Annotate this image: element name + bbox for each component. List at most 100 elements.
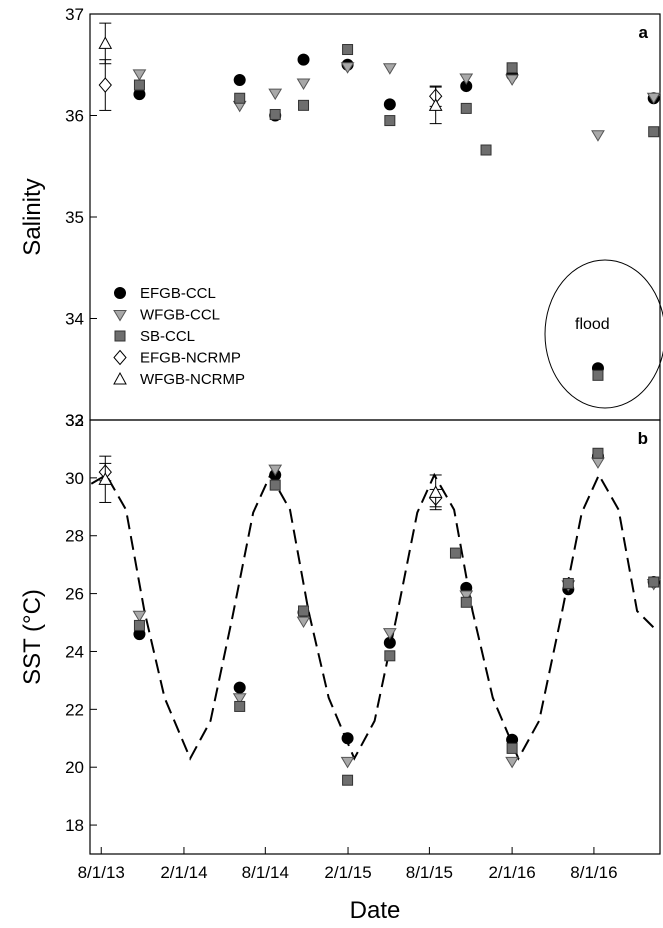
data-point-wfgb-ccl — [268, 464, 283, 477]
data-point-wfgb-ccl — [296, 616, 311, 629]
legend-marker-efgb-ncrmp — [113, 349, 127, 366]
panel-b-points — [98, 447, 661, 786]
legend-label: EFGB-NCRMP — [140, 350, 241, 367]
data-point-sb-ccl — [648, 126, 660, 138]
data-point-wfgb-ccl — [505, 756, 519, 769]
data-point-wfgb-ccl — [340, 756, 355, 769]
panel-a: 33 34 35 36 37 Salinity a EFGB-CCL WFGB-CCL SB… — [19, 5, 663, 430]
y-tick-label: 18 — [65, 816, 84, 835]
x-tick-label: 8/1/16 — [570, 863, 617, 882]
data-point-sb-ccl — [133, 619, 145, 631]
panel-a-points — [98, 22, 661, 381]
sst-fit-line — [90, 472, 659, 761]
data-point-sb-ccl — [648, 576, 660, 588]
data-point-wfgb-ccl — [505, 74, 519, 86]
data-point-sb-ccl — [384, 115, 396, 127]
data-point-sb-ccl — [269, 108, 281, 120]
data-point-sb-ccl — [506, 62, 518, 74]
data-point-wfgb-ncrmp — [98, 472, 113, 485]
data-point-wfgb-ccl — [268, 88, 283, 101]
data-point-sb-ccl — [234, 700, 246, 712]
legend-label: WFGB-CCL — [140, 307, 220, 324]
panel-a-letter: a — [639, 23, 649, 42]
y-tick-label: 36 — [65, 107, 84, 126]
x-axis-ticks: 8/1/13 2/1/14 8/1/14 2/1/15 8/1/15 2/1/16 8/1/… — [78, 847, 618, 882]
y-tick-label: 20 — [65, 758, 84, 777]
panel-b-letter: b — [638, 429, 648, 448]
y-tick-label: 28 — [65, 527, 84, 546]
legend-label: WFGB-NCRMP — [140, 371, 245, 388]
panel-b-y-ticks: 18 20 22 24 26 28 30 32 — [65, 411, 97, 835]
panel-a-y-axis-title: Salinity — [19, 178, 46, 255]
data-point-efgb-ccl — [297, 53, 310, 66]
x-tick-label: 8/1/13 — [78, 863, 125, 882]
data-point-wfgb-ccl — [591, 130, 605, 142]
data-point-sb-ccl — [269, 479, 281, 491]
y-tick-label: 33 — [65, 411, 84, 430]
data-point-sb-ccl — [298, 99, 310, 111]
data-point-efgb-ccl — [341, 732, 354, 745]
data-point-sb-ccl — [133, 79, 145, 91]
data-point-wfgb-ncrmp — [428, 485, 443, 498]
data-point-sb-ccl — [234, 92, 246, 104]
data-point-efgb-ccl — [383, 98, 396, 111]
data-point-sb-ccl — [506, 742, 518, 754]
data-point-sb-ccl — [592, 369, 604, 381]
y-tick-label: 26 — [65, 585, 84, 604]
data-point-wfgb-ccl — [591, 457, 605, 469]
y-tick-label: 34 — [65, 310, 84, 329]
data-point-wfgb-ccl — [382, 628, 397, 640]
data-point-sb-ccl — [298, 605, 310, 617]
legend-marker-sb-ccl — [114, 330, 126, 342]
data-point-sb-ccl — [480, 144, 492, 156]
legend: EFGB-CCL WFGB-CCL SB-CCL EFGB-NCRMP WFGB-NCR… — [113, 285, 245, 388]
data-point-sb-ccl — [460, 102, 472, 114]
data-point-sb-ccl — [562, 577, 574, 589]
data-point-wfgb-ccl — [382, 63, 397, 75]
data-point-sb-ccl — [342, 774, 354, 786]
data-point-efgb-ccl — [233, 681, 246, 694]
legend-label: EFGB-CCL — [140, 285, 216, 302]
legend-marker-efgb-ccl — [114, 287, 126, 299]
data-point-wfgb-ccl — [646, 92, 661, 105]
data-point-wfgb-ccl — [459, 73, 474, 85]
flood-ellipse — [544, 259, 663, 409]
y-tick-label: 24 — [65, 642, 84, 661]
x-tick-label: 8/1/15 — [406, 863, 453, 882]
panel-b-frame — [89, 419, 661, 855]
y-tick-label: 35 — [65, 208, 84, 227]
data-point-sb-ccl — [592, 447, 604, 459]
panel-a-y-ticks: 33 34 35 36 37 — [65, 5, 97, 430]
data-point-wfgb-ccl — [340, 62, 355, 74]
legend-label: SB-CCL — [140, 328, 195, 345]
x-tick-label: 2/1/14 — [160, 863, 207, 882]
data-point-wfgb-ccl — [296, 78, 311, 90]
data-point-sb-ccl — [384, 650, 396, 662]
data-point-wfgb-ccl — [459, 590, 474, 603]
y-tick-label: 32 — [65, 411, 84, 430]
data-point-wfgb-ccl — [132, 610, 147, 623]
y-tick-label: 37 — [65, 5, 84, 24]
y-tick-label: 30 — [65, 469, 84, 488]
x-tick-label: 8/1/14 — [242, 863, 289, 882]
data-point-sb-ccl — [460, 596, 472, 608]
data-point-sb-ccl — [342, 44, 354, 56]
x-axis-title: Date — [350, 897, 401, 924]
data-point-wfgb-ccl — [132, 69, 147, 81]
data-point-wfgb-ccl — [232, 693, 247, 705]
panel-b: 18 20 22 24 26 28 30 32 SST (°C) b 8/1/13 2/1/14… — [19, 411, 661, 924]
data-point-sb-ccl — [449, 547, 461, 559]
x-tick-label: 2/1/16 — [488, 863, 535, 882]
y-tick-label: 22 — [65, 700, 84, 719]
data-point-efgb-ncrmp — [98, 77, 112, 93]
panel-b-y-axis-title: SST (°C) — [19, 589, 46, 685]
legend-marker-wfgb-ncrmp — [113, 371, 127, 385]
flood-label: flood — [575, 316, 610, 333]
legend-marker-wfgb-ccl — [113, 310, 127, 322]
flood-annotation: flood — [544, 259, 663, 409]
data-point-wfgb-ncrmp — [428, 98, 443, 111]
data-point-efgb-ccl — [233, 73, 246, 86]
x-tick-label: 2/1/15 — [324, 863, 371, 882]
data-point-wfgb-ncrmp — [98, 36, 113, 49]
